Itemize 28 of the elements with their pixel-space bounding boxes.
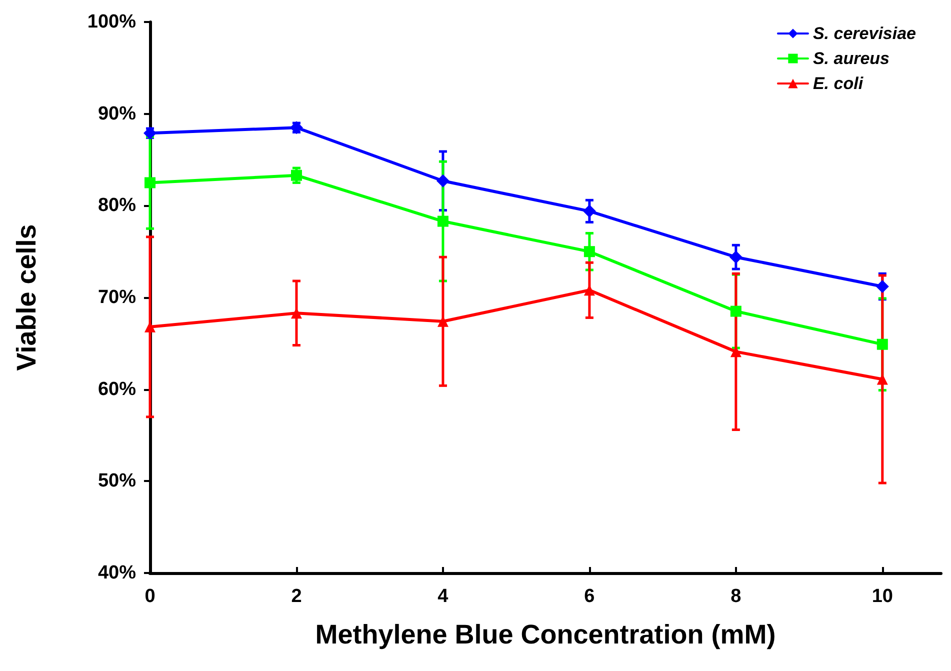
point xyxy=(290,170,302,181)
point xyxy=(730,306,742,317)
point xyxy=(729,250,742,264)
y-tick-label: 70% xyxy=(98,287,136,308)
point xyxy=(876,280,889,293)
y-axis-title: Viable cells xyxy=(12,224,42,371)
x-axis-title: Methylene Blue Concentration (mM) xyxy=(315,620,776,650)
point xyxy=(437,216,448,227)
x-tick-label: 0 xyxy=(144,586,156,607)
x-tick-label: 10 xyxy=(872,586,893,607)
point xyxy=(876,338,888,350)
x-tick-label: 2 xyxy=(291,586,302,607)
point xyxy=(144,177,156,188)
x-tick-label: 8 xyxy=(730,586,742,607)
point xyxy=(436,174,450,188)
legend-label: S. cerevisiae xyxy=(812,24,916,43)
y-tick-label: 90% xyxy=(98,103,136,124)
legend-label: E. coli xyxy=(812,74,864,93)
y-tick-label: 50% xyxy=(98,470,136,492)
y-tick-label: 80% xyxy=(98,195,136,216)
y-tick-label: 60% xyxy=(98,378,136,400)
point xyxy=(584,246,595,258)
legend-label: S. aureus xyxy=(812,49,890,68)
x-tick-label: 4 xyxy=(438,586,449,607)
point xyxy=(582,204,596,218)
y-tick-label: 40% xyxy=(98,562,136,584)
x-tick-label: 6 xyxy=(584,586,595,607)
y-tick-label: 100% xyxy=(87,12,136,32)
